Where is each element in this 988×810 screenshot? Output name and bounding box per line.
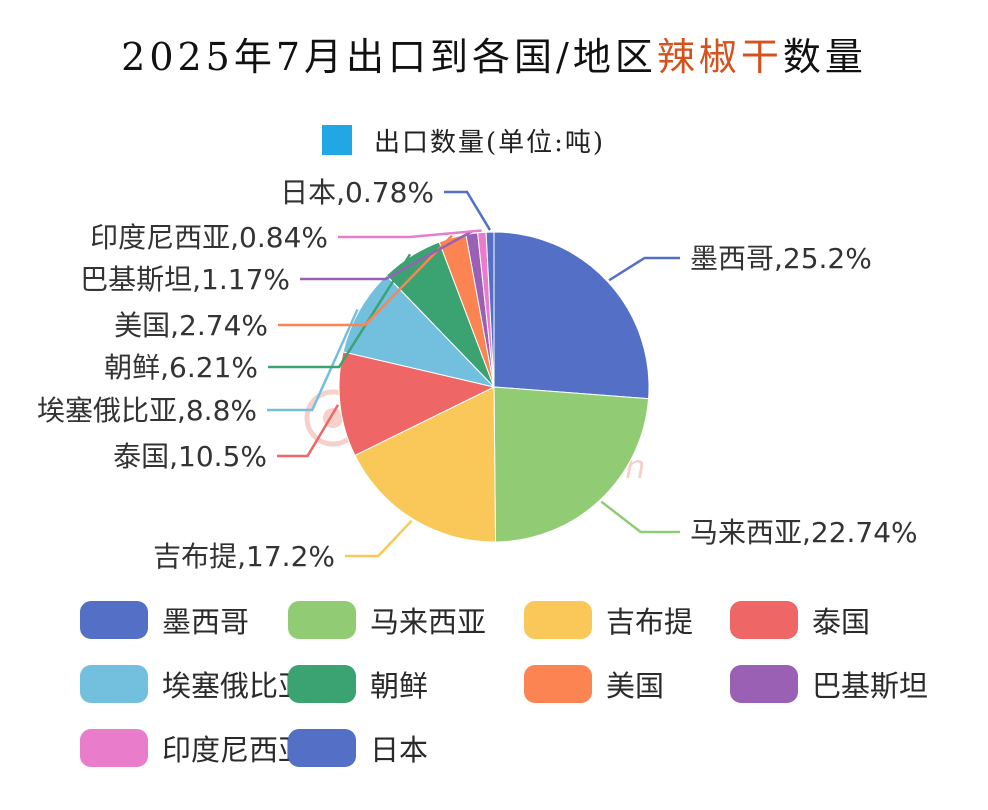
pie-data-label: 吉布提,17.2% [153,540,335,573]
pie-slice[interactable] [354,386,497,543]
legend-item[interactable]: 日本 [288,726,428,770]
legend-swatch [730,665,798,703]
chart-title: 2025年7月出口到各国/地区辣椒干数量 [0,26,988,81]
pie-slice[interactable] [338,351,496,457]
legend-item[interactable]: 印度尼西亚 [80,726,307,770]
pie-leader-line [608,256,680,282]
legend-item[interactable]: 埃塞俄比亚 [80,662,307,706]
legend-label: 朝鲜 [370,669,429,703]
pie-leader-line [277,404,340,458]
legend-item[interactable]: 泰国 [730,598,870,642]
legend-label: 印度尼西亚 [162,733,308,767]
legend-label: 埃塞俄比亚 [162,669,308,703]
pie-leader-line [345,519,413,558]
title-highlight: 辣椒干 [656,35,783,79]
legend-item[interactable]: 吉布提 [524,598,693,642]
pie-data-label: 日本,0.78% [280,176,434,209]
pie-leader-line [278,234,453,327]
pie-slice[interactable] [493,231,650,400]
legend-swatch [288,601,356,639]
pie-data-label: 美国,2.74% [114,309,268,342]
series-legend[interactable]: 出口数量(单位:吨) [322,122,605,158]
pie-slices [338,231,650,543]
legend-swatch [288,729,356,767]
pie-slice[interactable] [493,386,650,543]
legend-item[interactable]: 马来西亚 [288,598,486,642]
pie-data-label: 埃塞俄比亚,8.8% [37,394,257,427]
legend-item[interactable]: 美国 [524,662,664,706]
legend-swatch [80,665,148,703]
pie-data-label: 墨西哥,25.2% [690,242,872,275]
legend-swatch [524,601,592,639]
legend-swatch [80,601,148,639]
series-legend-swatch [322,125,352,155]
pie-leader-line [600,500,680,534]
pie-leader-line [338,229,482,239]
legend-swatch [288,665,356,703]
legend-label: 日本 [370,733,429,767]
pie-data-label: 马来西亚,22.74% [690,516,918,549]
pie-data-label: 泰国,10.5% [113,440,267,473]
pie-data-label: 印度尼西亚,0.84% [90,221,328,254]
pie-data-label: 巴基斯坦,1.17% [80,263,290,296]
legend-item[interactable]: 墨西哥 [80,598,249,642]
legend-item[interactable]: 巴基斯坦 [730,662,928,706]
legend-label: 墨西哥 [162,605,250,639]
pie-slice[interactable] [342,274,496,388]
legend-label: 吉布提 [606,605,694,639]
legend-swatch [730,601,798,639]
legend-label: 马来西亚 [370,605,487,639]
pie-leader-line [300,230,473,281]
title-suffix: 数量 [782,35,867,79]
series-legend-label: 出口数量(单位:吨) [374,127,606,158]
pie-leader-line [444,190,492,231]
legend-label: 美国 [606,669,665,703]
legend-label: 泰国 [812,605,871,639]
legend-item[interactable]: 朝鲜 [288,662,428,706]
legend-label: 巴基斯坦 [812,669,929,703]
legend-swatch [80,729,148,767]
pie-slice[interactable] [485,231,495,388]
pie-leader-lines [267,190,680,558]
pie-leader-line [267,308,359,412]
title-prefix: 2025年7月出口到各国/地区 [121,35,657,79]
pie-data-label: 朝鲜,6.21% [104,351,258,384]
legend-swatch [524,665,592,703]
pie-leader-line [268,253,412,369]
pie-labels: 墨西哥,25.2% 马来西亚,22.74% 吉布提,17.2% 泰国,10.5% 埃塞俄… [37,176,918,573]
